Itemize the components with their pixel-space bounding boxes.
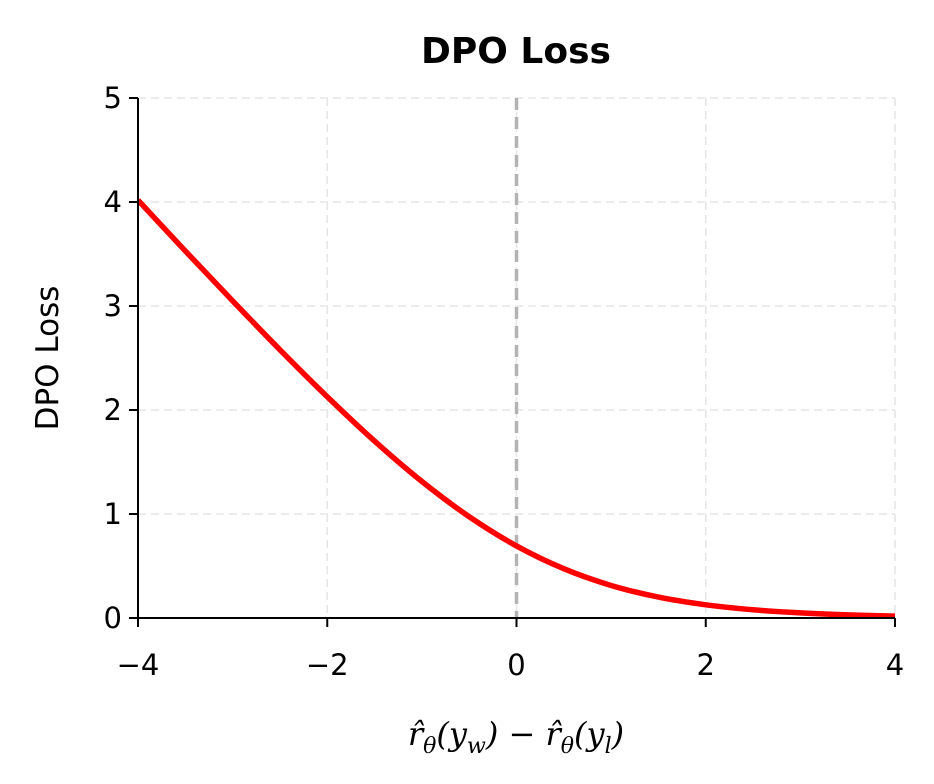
x-tick-label: −4 <box>117 648 160 682</box>
x-tick-label: −2 <box>306 648 349 682</box>
y-tick-label: 4 <box>104 185 122 219</box>
series-group <box>135 198 896 619</box>
y-tick-label: 5 <box>104 81 122 115</box>
x-axis-label: r̂θ(yw) − r̂θ(yl) <box>408 715 624 759</box>
y-tick-label: 2 <box>104 393 122 427</box>
y-axis-label: DPO Loss <box>30 286 66 431</box>
loss-curve <box>135 198 896 619</box>
y-ticks: 0 1 2 3 4 5 <box>104 81 138 635</box>
x-tick-label: 4 <box>886 648 904 682</box>
x-tick-label: 2 <box>697 648 715 682</box>
y-tick-label: 0 <box>104 601 122 635</box>
x-tick-label: 0 <box>507 648 525 682</box>
y-tick-label: 1 <box>104 497 122 531</box>
chart-title: DPO Loss <box>421 31 611 72</box>
x-ticks: −4 −2 0 2 4 <box>117 618 904 682</box>
y-tick-label: 3 <box>104 289 122 323</box>
